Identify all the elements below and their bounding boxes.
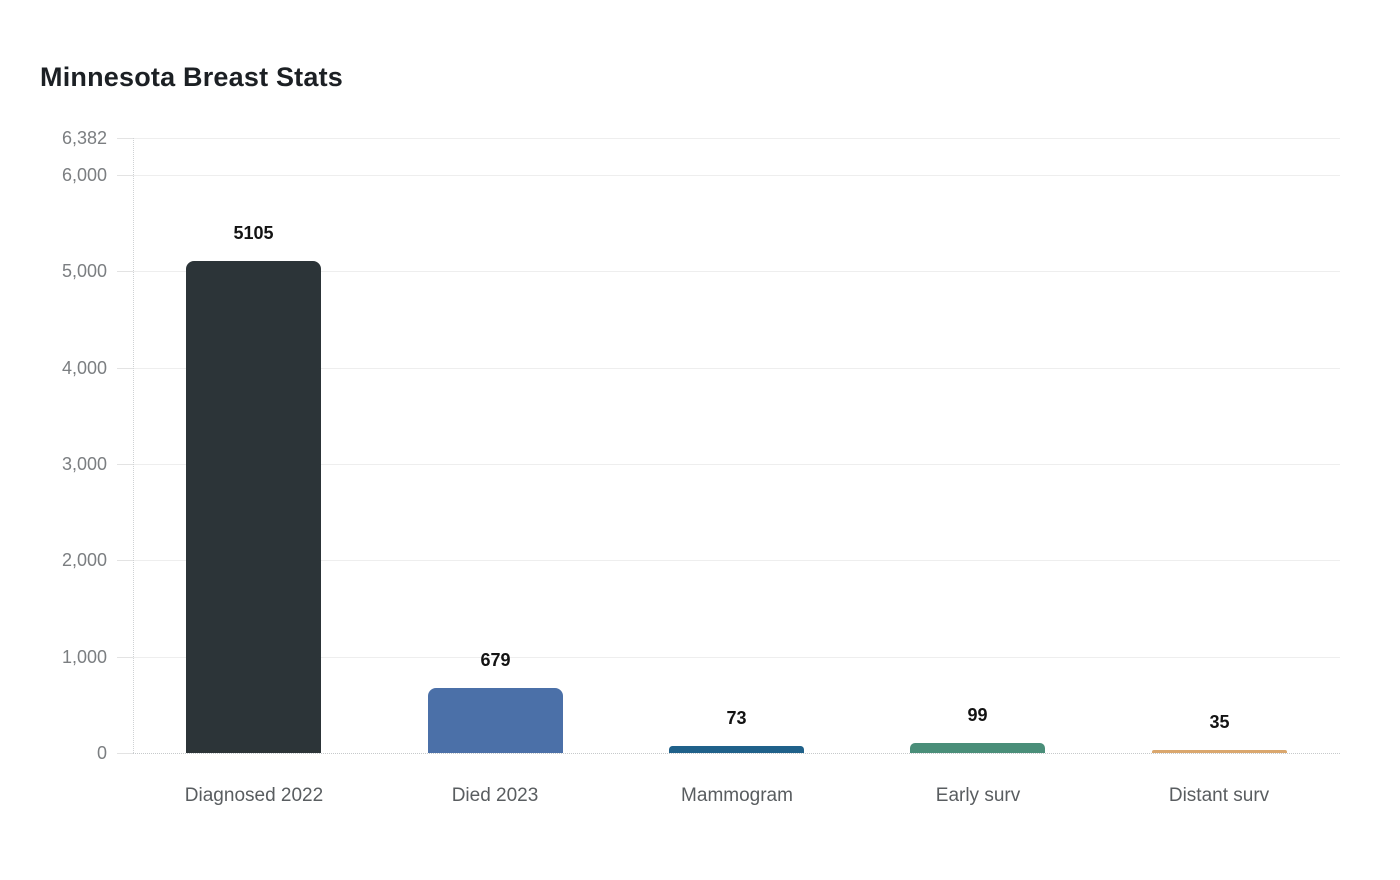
y-tick-mark — [117, 175, 133, 176]
y-gridline — [133, 464, 1340, 465]
y-gridline — [133, 175, 1340, 176]
y-axis-line — [133, 138, 134, 753]
y-tick-label: 4,000 — [61, 358, 107, 378]
x-tick-label-mammogram: Mammogram — [681, 785, 793, 806]
x-tick-label-distant-surv: Distant surv — [1168, 785, 1270, 806]
y-gridline — [133, 560, 1340, 561]
y-gridline — [133, 657, 1340, 658]
y-tick-label: 2,000 — [61, 550, 107, 570]
bar-diagnosed-2022 — [186, 261, 321, 753]
x-tick-label-early-surv: Early surv — [935, 785, 1021, 806]
bar-value-label-died-2023: 679 — [480, 650, 511, 670]
y-gridline — [133, 368, 1340, 369]
y-tick-label: 5,000 — [61, 261, 107, 281]
y-gridline — [133, 138, 1340, 139]
y-gridline — [133, 271, 1340, 272]
x-tick-label-died-2023: Died 2023 — [451, 785, 539, 806]
bar-early-surv — [910, 743, 1045, 753]
y-tick-label: 0 — [96, 743, 107, 763]
y-tick-mark — [117, 368, 133, 369]
y-tick-mark — [117, 753, 133, 754]
bar-value-label-early-surv: 99 — [967, 705, 988, 725]
y-tick-mark — [117, 560, 133, 561]
chart-title: Minnesota Breast Stats — [40, 62, 343, 92]
bar-value-label-diagnosed-2022: 5105 — [233, 223, 274, 243]
x-tick-label-diagnosed-2022: Diagnosed 2022 — [184, 785, 324, 806]
y-tick-label: 6,000 — [61, 165, 107, 185]
zero-baseline — [133, 753, 1340, 754]
y-tick-label: 1,000 — [61, 647, 107, 667]
bar-distant-surv — [1152, 750, 1287, 753]
bar-mammogram — [669, 746, 804, 753]
bar-died-2023 — [428, 688, 563, 753]
bar-value-label-mammogram: 73 — [726, 708, 747, 728]
y-tick-mark — [117, 464, 133, 465]
bar-value-label-distant-surv: 35 — [1209, 712, 1230, 732]
y-tick-label: 3,000 — [61, 454, 107, 474]
y-tick-mark — [117, 657, 133, 658]
y-tick-mark — [117, 271, 133, 272]
y-tick-label: 6,382 — [61, 128, 107, 148]
y-tick-mark — [117, 138, 133, 139]
